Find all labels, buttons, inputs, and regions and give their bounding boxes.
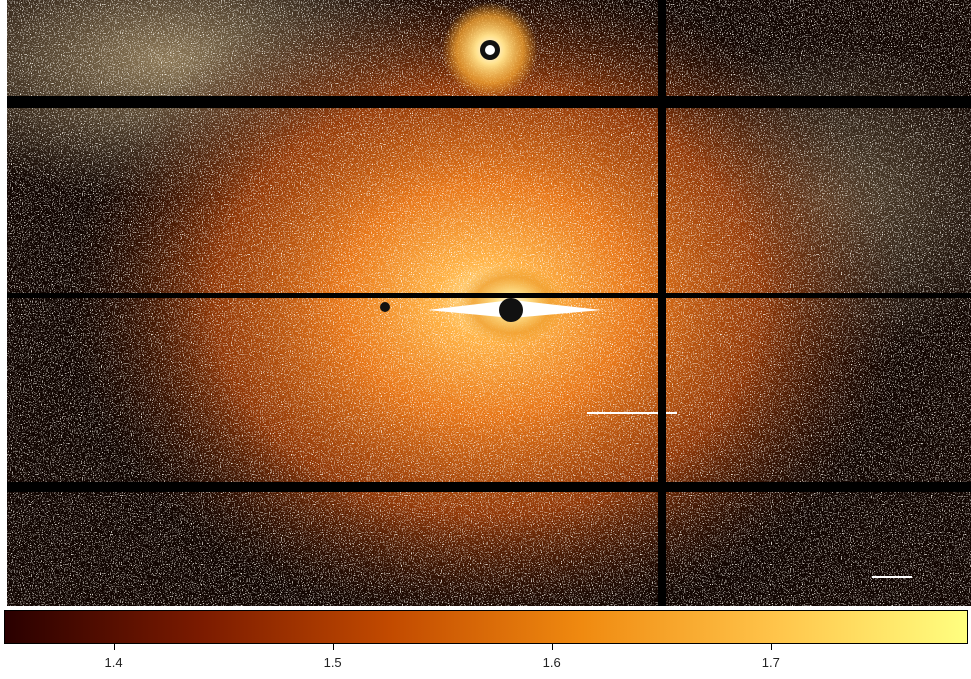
streak-artifact-2 [872, 576, 912, 578]
chip-gap-vertical [658, 0, 666, 606]
star-core-center [485, 45, 495, 55]
colorbar [4, 610, 968, 644]
colorbar-tick-mark [332, 644, 334, 650]
colorbar-tick-label: 1.6 [542, 655, 561, 670]
colorbar-tick-label: 1.7 [761, 655, 780, 670]
astronomical-image [7, 0, 971, 606]
colorbar-tick-label: 1.5 [323, 655, 342, 670]
streak-artifact [587, 412, 677, 414]
galaxy-core-dark [499, 298, 523, 322]
colorbar-tick-mark [770, 644, 772, 650]
image-canvas [7, 0, 971, 606]
colorbar-tick-mark [113, 644, 115, 650]
chip-gap-horizontal-1 [7, 96, 971, 108]
chip-gap-horizontal-3 [7, 482, 971, 492]
dark-spot [380, 302, 390, 312]
colorbar-tick-label: 1.4 [104, 655, 123, 670]
colorbar-tick-mark [551, 644, 553, 650]
chip-gap-horizontal-2 [7, 293, 971, 298]
